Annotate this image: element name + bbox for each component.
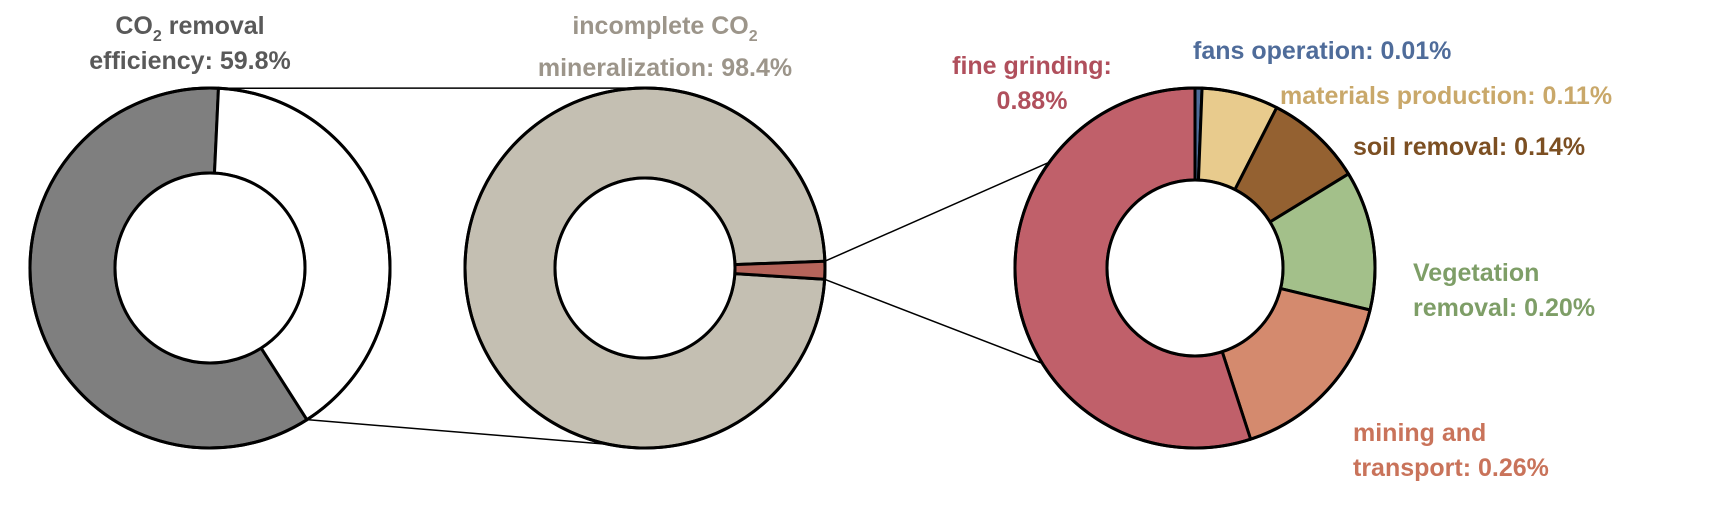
donut-group	[30, 88, 1375, 448]
donut-3-hole	[1107, 180, 1283, 356]
connector-detail-bottom	[825, 279, 1043, 363]
donut-2-hole	[555, 178, 735, 358]
donut-1-hole	[115, 173, 305, 363]
donut-3-label-1: fans operation: 0.01%	[1193, 37, 1451, 65]
donut-3-label-2: materials production: 0.11%	[1280, 82, 1612, 110]
donut-3-label-6: fine grinding:0.88%	[952, 52, 1112, 115]
donut-3-label-3: soil removal: 0.14%	[1353, 133, 1585, 161]
